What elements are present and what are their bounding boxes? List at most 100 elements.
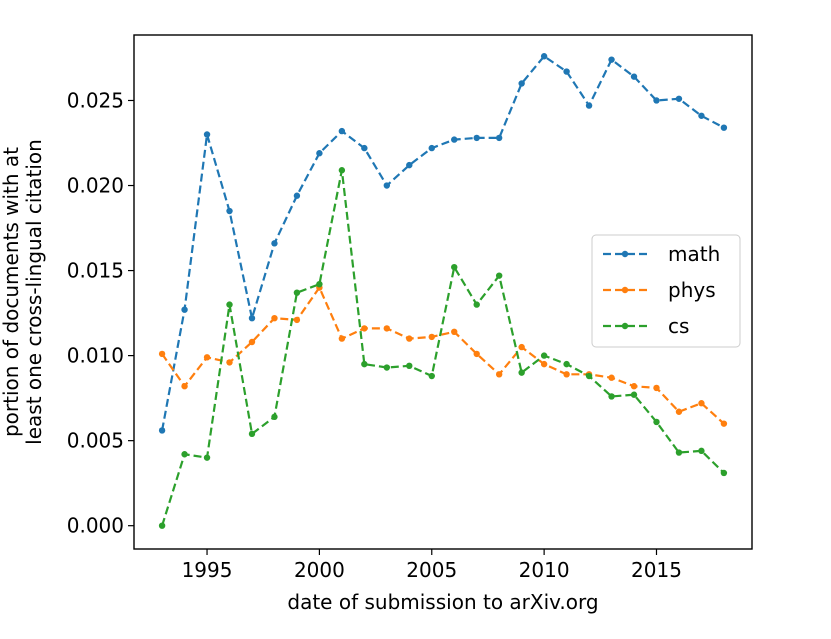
data-point-phys bbox=[383, 325, 391, 332]
data-point-phys bbox=[540, 360, 548, 368]
data-point-cs bbox=[698, 447, 705, 455]
data-point-cs bbox=[203, 454, 211, 461]
data-point-cs bbox=[473, 301, 480, 308]
legend-label: cs bbox=[668, 314, 689, 338]
data-point-phys bbox=[293, 316, 301, 324]
data-point-phys bbox=[653, 384, 660, 392]
y-tick-label: 0.015 bbox=[67, 259, 124, 283]
data-point-cs bbox=[248, 430, 256, 438]
x-tick-label: 2015 bbox=[631, 558, 682, 582]
legend-entry-cs: cs bbox=[603, 314, 689, 338]
legend-label: phys bbox=[668, 278, 716, 302]
data-point-phys bbox=[720, 420, 728, 427]
x-axis-label: date of submission to arXiv.org bbox=[287, 590, 598, 614]
data-point-phys bbox=[451, 328, 458, 336]
data-point-phys bbox=[271, 314, 278, 322]
data-point-math bbox=[293, 192, 301, 199]
data-point-cs bbox=[271, 413, 278, 421]
data-point-math bbox=[585, 102, 593, 109]
data-point-math bbox=[675, 95, 683, 102]
y-tick-label: 0.025 bbox=[67, 88, 124, 112]
data-point-phys bbox=[675, 408, 683, 415]
legend-label: math bbox=[668, 242, 720, 266]
data-point-cs bbox=[226, 301, 233, 308]
data-point-math bbox=[540, 53, 548, 60]
data-point-phys bbox=[406, 335, 413, 342]
legend-entry-phys: phys bbox=[603, 278, 716, 302]
y-axis-label-line-2: least one cross-lingual citation bbox=[22, 139, 46, 445]
data-point-phys bbox=[428, 333, 435, 341]
series-line-cs bbox=[161, 169, 725, 527]
data-point-math bbox=[451, 136, 458, 143]
data-point-math bbox=[428, 144, 435, 152]
series-math bbox=[158, 53, 728, 434]
series-line-phys bbox=[161, 286, 725, 425]
legend-swatch-marker bbox=[621, 250, 629, 258]
x-tick-label: 1995 bbox=[182, 558, 233, 582]
data-point-math bbox=[608, 56, 615, 63]
data-point-cs bbox=[158, 522, 166, 529]
y-axis-label-line-1: portion of documents with at bbox=[0, 147, 23, 437]
legend-entry-math: math bbox=[603, 242, 720, 266]
data-point-math bbox=[248, 314, 256, 322]
data-point-phys bbox=[518, 343, 525, 351]
data-point-phys bbox=[608, 374, 615, 381]
y-tick-label: 0.005 bbox=[67, 429, 124, 453]
legend: math phys cs bbox=[591, 234, 741, 348]
data-point-math bbox=[698, 112, 705, 119]
data-point-cs bbox=[495, 272, 503, 279]
data-point-math bbox=[630, 73, 638, 80]
y-axis: 0.000 0.005 0.010 0.015 0.020 0.025 bbox=[67, 88, 134, 538]
data-point-math bbox=[473, 134, 480, 142]
data-point-math bbox=[383, 182, 391, 189]
legend-box bbox=[591, 234, 741, 348]
data-point-cs bbox=[383, 364, 391, 371]
x-tick-label: 2005 bbox=[406, 558, 457, 582]
data-point-math bbox=[181, 306, 188, 313]
data-point-cs bbox=[675, 449, 683, 456]
data-point-phys bbox=[158, 350, 166, 358]
data-point-phys bbox=[473, 350, 480, 358]
data-point-cs bbox=[293, 289, 301, 296]
data-point-phys bbox=[698, 400, 705, 407]
series-line-math bbox=[161, 55, 725, 431]
legend-swatch-marker bbox=[621, 322, 629, 330]
y-axis-label-group: portion of documents with at least one c… bbox=[0, 139, 46, 445]
data-point-math bbox=[316, 150, 323, 157]
data-point-math bbox=[226, 207, 233, 215]
data-point-math bbox=[653, 97, 660, 104]
legend-swatch-marker bbox=[621, 286, 629, 294]
x-axis: 1995 2000 2005 2010 2015 bbox=[182, 549, 682, 582]
series-layer bbox=[158, 53, 728, 529]
data-point-cs bbox=[653, 418, 660, 426]
data-point-cs bbox=[316, 280, 323, 288]
data-point-cs bbox=[406, 362, 413, 370]
data-point-cs bbox=[608, 393, 615, 400]
data-point-math bbox=[495, 134, 503, 142]
data-point-phys bbox=[203, 354, 211, 361]
data-point-cs bbox=[518, 369, 525, 376]
data-point-cs bbox=[361, 360, 368, 368]
series-cs bbox=[158, 167, 728, 529]
data-point-cs bbox=[720, 469, 728, 477]
x-tick-label: 2010 bbox=[519, 558, 570, 582]
data-point-cs bbox=[338, 167, 346, 174]
data-point-phys bbox=[495, 371, 503, 378]
data-point-cs bbox=[585, 372, 593, 380]
data-point-phys bbox=[361, 325, 368, 332]
data-point-math bbox=[518, 80, 525, 87]
data-point-cs bbox=[563, 360, 570, 368]
data-point-cs bbox=[451, 263, 458, 271]
data-point-cs bbox=[428, 372, 435, 380]
data-point-phys bbox=[248, 338, 256, 346]
data-point-cs bbox=[181, 451, 188, 458]
data-point-cs bbox=[540, 352, 548, 359]
data-point-phys bbox=[338, 335, 346, 342]
data-point-phys bbox=[630, 383, 638, 390]
data-point-math bbox=[563, 68, 570, 75]
y-tick-label: 0.010 bbox=[67, 344, 124, 368]
data-point-math bbox=[338, 127, 346, 135]
data-point-math bbox=[158, 427, 166, 434]
data-point-math bbox=[271, 240, 278, 247]
